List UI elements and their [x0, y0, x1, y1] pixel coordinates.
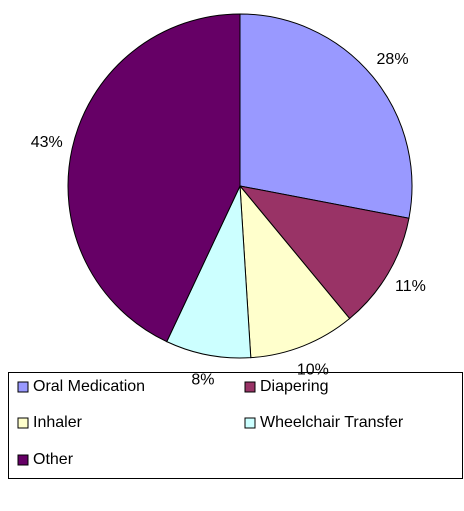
data-label: 8% — [191, 372, 214, 389]
pie-slice — [239, 184, 351, 359]
legend-box — [8, 372, 463, 479]
legend-swatch — [17, 454, 29, 466]
legend-swatch — [244, 417, 256, 429]
legend-swatch — [17, 417, 29, 429]
data-label: 11% — [395, 278, 426, 295]
legend-label: Other — [33, 451, 74, 468]
data-label: 10% — [297, 361, 329, 378]
pie-slice — [67, 13, 241, 343]
data-label: 43% — [31, 134, 63, 151]
legend-swatch — [17, 381, 29, 393]
pie-slice — [239, 13, 413, 219]
legend-label: Inhaler — [33, 414, 83, 431]
data-label: 28% — [377, 51, 409, 68]
legend-label: Wheelchair Transfer — [260, 414, 404, 431]
legend-swatch — [244, 381, 256, 393]
legend-label: Diapering — [260, 378, 328, 395]
legend-label: Oral Medication — [33, 378, 145, 395]
pie-slice — [238, 185, 410, 320]
